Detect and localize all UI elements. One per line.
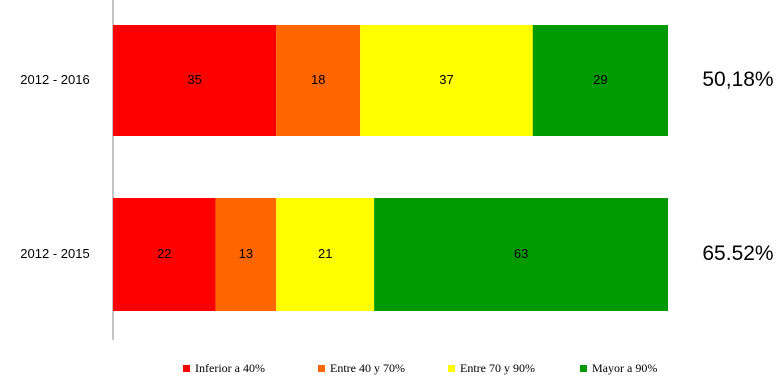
- legend-marker: [448, 365, 455, 372]
- data-label: 63: [514, 246, 528, 261]
- bar-segment: [360, 25, 533, 136]
- data-label: 22: [157, 246, 171, 261]
- bar-segment: [276, 25, 361, 136]
- data-label: 35: [187, 72, 201, 87]
- bar-segment: [374, 198, 668, 311]
- y-tick-label: 2012 - 2016: [20, 72, 89, 87]
- bar-segment: [276, 198, 375, 311]
- data-label: 18: [311, 72, 325, 87]
- annotation: 50,18%: [702, 68, 773, 91]
- bar-segment: [113, 25, 277, 136]
- bar-segment: [532, 25, 668, 136]
- legend-label: Entre 40 y 70%: [330, 361, 405, 375]
- bar-segment: [215, 198, 277, 311]
- data-label: 13: [239, 246, 253, 261]
- annotation: 65.52%: [702, 242, 773, 265]
- data-label: 29: [593, 72, 607, 87]
- legend-marker: [580, 365, 587, 372]
- legend-label: Entre 70 y 90%: [460, 361, 535, 375]
- legend-label: Inferior a 40%: [195, 361, 265, 375]
- legend-marker: [318, 365, 325, 372]
- data-label: 37: [439, 72, 453, 87]
- bar-segment: [113, 198, 216, 311]
- legend-marker: [183, 365, 190, 372]
- y-tick-label: 2012 - 2015: [20, 246, 89, 261]
- legend-label: Mayor a 90%: [592, 361, 657, 375]
- data-label: 21: [318, 246, 332, 261]
